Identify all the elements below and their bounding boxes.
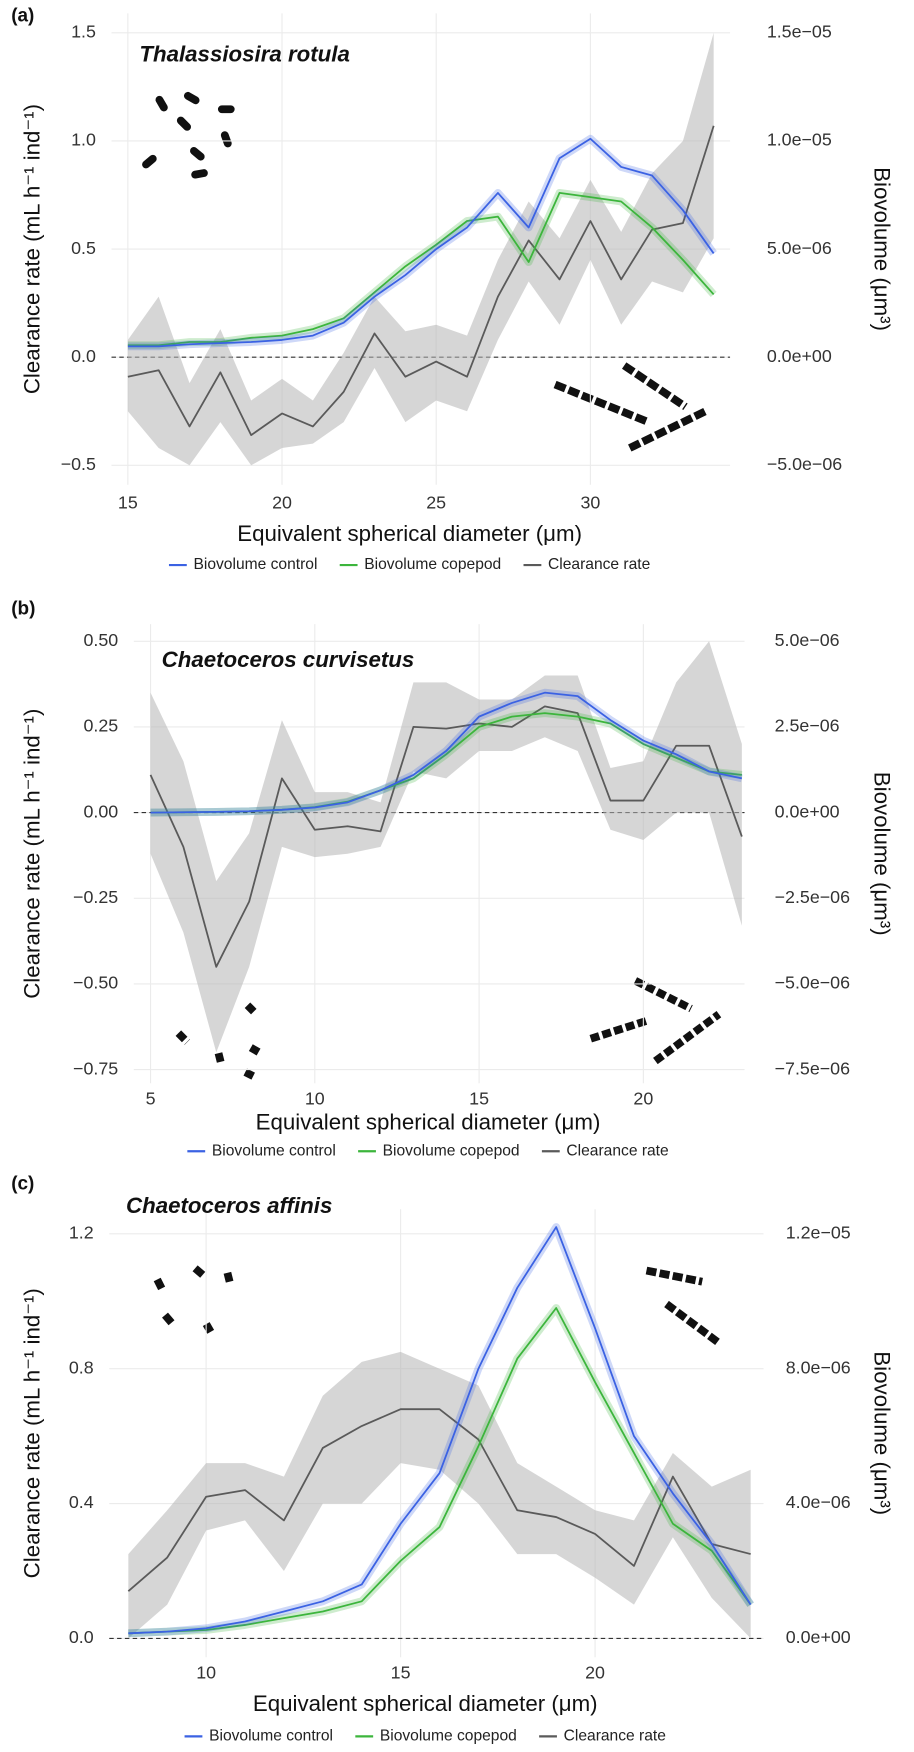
icon-b bbox=[178, 981, 719, 1077]
legend-label: Biovolume control bbox=[212, 1142, 336, 1159]
x-tick-label: 20 bbox=[633, 1089, 653, 1109]
y2-tick-label: 5.0e−06 bbox=[767, 238, 832, 258]
chart-title: Thalassiosira rotula bbox=[139, 42, 350, 67]
y-tick-label: 0.50 bbox=[83, 630, 118, 650]
y-axis-title: Clearance rate (mL h⁻¹ ind⁻¹) bbox=[19, 709, 44, 999]
y2-tick-label: 5.0e−06 bbox=[775, 630, 840, 650]
chart-title: Chaetoceros affinis bbox=[126, 1193, 332, 1218]
y-tick-label: −0.75 bbox=[73, 1058, 118, 1078]
y-tick-label: −0.5 bbox=[61, 454, 96, 474]
legend: Biovolume control Biovolume copepod Cleara… bbox=[187, 1142, 668, 1159]
chart-title: Chaetoceros curvisetus bbox=[162, 647, 415, 672]
legend-label: Clearance rate bbox=[566, 1142, 668, 1159]
x-tick-label: 25 bbox=[426, 492, 446, 512]
y2-tick-label: 0.0e+00 bbox=[767, 346, 832, 366]
x-axis-title: Equivalent spherical diameter (μm) bbox=[237, 521, 582, 546]
y2-tick-label: −2.5e−06 bbox=[775, 887, 850, 907]
y2-axis-title: Biovolume (μm³) bbox=[870, 772, 895, 936]
page: {"chart_data": [ {"type": "line", "panel… bbox=[0, 0, 914, 1752]
panel-label: (c) bbox=[11, 1174, 34, 1195]
x-axis-title: Equivalent spherical diameter (μm) bbox=[256, 1109, 601, 1134]
y2-tick-label: 0.0e+00 bbox=[786, 1627, 851, 1647]
legend: Biovolume control Biovolume copepod Cleara… bbox=[185, 1728, 666, 1745]
icon-c bbox=[157, 1268, 719, 1343]
y2-axis-title: Biovolume (μm³) bbox=[870, 1351, 895, 1515]
y2-tick-label: −5.0e−06 bbox=[767, 454, 842, 474]
x-tick-label: 15 bbox=[118, 492, 138, 512]
legend-label: Biovolume copepod bbox=[364, 556, 501, 573]
y-tick-label: 1.2 bbox=[69, 1223, 94, 1243]
y2-tick-label: 2.5e−06 bbox=[775, 716, 840, 736]
legend-label: Biovolume control bbox=[209, 1728, 333, 1745]
x-tick-label: 20 bbox=[272, 492, 292, 512]
y-tick-label: 0.0 bbox=[71, 346, 96, 366]
y-tick-label: 0.00 bbox=[83, 801, 118, 821]
x-tick-label: 10 bbox=[305, 1089, 325, 1109]
y2-tick-label: 8.0e−06 bbox=[786, 1357, 851, 1377]
y-tick-label: −0.25 bbox=[73, 887, 118, 907]
legend-label: Biovolume control bbox=[193, 556, 317, 573]
legend: Biovolume control Biovolume copepod Cleara… bbox=[169, 556, 650, 573]
x-tick-label: 10 bbox=[196, 1663, 216, 1683]
y2-axis-title: Biovolume (μm³) bbox=[870, 167, 895, 331]
y-tick-label: 0.5 bbox=[71, 238, 96, 258]
x-tick-label: 20 bbox=[585, 1663, 605, 1683]
x-tick-label: 30 bbox=[580, 492, 600, 512]
panel-label: (a) bbox=[11, 6, 34, 27]
y2-tick-label: −7.5e−06 bbox=[775, 1058, 850, 1078]
y-tick-label: 0.4 bbox=[69, 1492, 94, 1512]
legend-label: Clearance rate bbox=[548, 556, 650, 573]
y-tick-label: 1.0 bbox=[71, 130, 96, 150]
y-tick-label: 0.0 bbox=[69, 1627, 94, 1647]
icon-a2 bbox=[555, 366, 708, 448]
y-tick-label: 0.8 bbox=[69, 1357, 94, 1377]
y2-tick-label: 4.0e−06 bbox=[786, 1492, 851, 1512]
y-tick-label: −0.50 bbox=[73, 973, 118, 993]
panel-label: (b) bbox=[11, 599, 35, 620]
y-tick-label: 1.5 bbox=[71, 22, 96, 42]
icon-a1 bbox=[141, 91, 234, 178]
y-tick-label: 0.25 bbox=[83, 716, 118, 736]
y2-tick-label: 1.2e−05 bbox=[786, 1223, 851, 1243]
x-tick-label: 15 bbox=[391, 1663, 411, 1683]
y2-tick-label: −5.0e−06 bbox=[775, 973, 850, 993]
legend-label: Clearance rate bbox=[564, 1728, 666, 1745]
legend-label: Biovolume copepod bbox=[380, 1728, 517, 1745]
y2-tick-label: 1.5e−05 bbox=[767, 22, 832, 42]
legend-label: Biovolume copepod bbox=[383, 1142, 520, 1159]
x-tick-label: 15 bbox=[469, 1089, 489, 1109]
x-axis-title: Equivalent spherical diameter (μm) bbox=[253, 1691, 598, 1716]
y-axis-title: Clearance rate (mL h⁻¹ ind⁻¹) bbox=[19, 1288, 44, 1578]
y2-tick-label: 1.0e−05 bbox=[767, 130, 832, 150]
y2-tick-label: 0.0e+00 bbox=[775, 801, 840, 821]
figure: 15 20 25 30 −0.5 0.0 0.5 1.0 1.5 −5.0e−06 0.0e+00 5… bbox=[0, 0, 914, 1752]
x-tick-label: 5 bbox=[146, 1089, 156, 1109]
y-axis-title: Clearance rate (mL h⁻¹ ind⁻¹) bbox=[19, 104, 44, 394]
